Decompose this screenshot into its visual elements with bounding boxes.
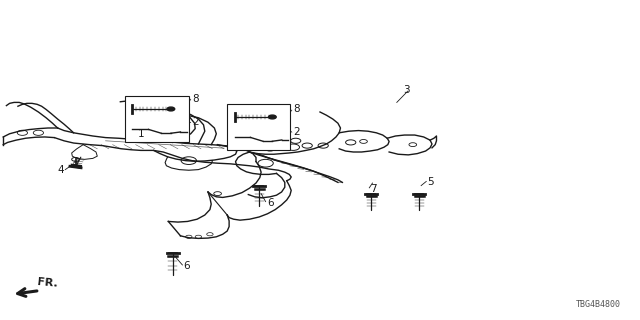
Text: 7: 7 <box>370 184 376 194</box>
Text: 6: 6 <box>267 198 273 208</box>
Text: 8: 8 <box>192 93 198 104</box>
Circle shape <box>269 115 276 119</box>
Text: 8: 8 <box>293 104 300 115</box>
Text: TBG4B4800: TBG4B4800 <box>576 300 621 309</box>
Text: 4: 4 <box>58 165 64 175</box>
Text: 1: 1 <box>138 129 144 140</box>
Text: 2: 2 <box>293 127 300 137</box>
Text: 2: 2 <box>192 117 198 127</box>
Bar <box>227 104 290 150</box>
Text: 6: 6 <box>184 261 190 271</box>
Bar <box>125 96 189 142</box>
Text: 3: 3 <box>403 85 410 95</box>
Text: FR.: FR. <box>37 277 58 289</box>
Circle shape <box>167 107 175 111</box>
Text: 5: 5 <box>428 177 434 188</box>
